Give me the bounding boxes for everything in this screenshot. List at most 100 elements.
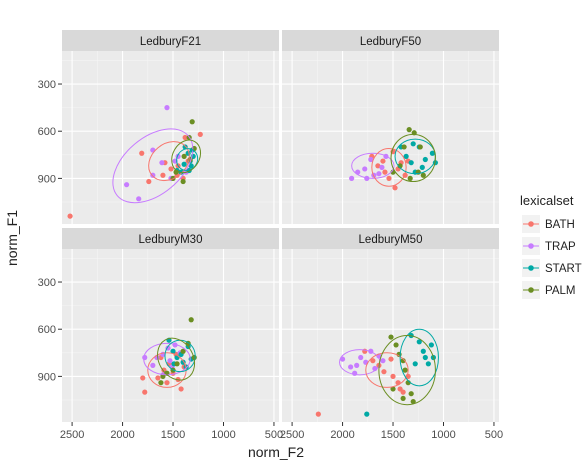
data-point-start [181,161,187,167]
x-tick-label: 2000 [110,429,134,441]
data-point-trap [376,171,382,177]
data-point-trap [379,164,385,170]
data-point-start [422,354,428,361]
y-tick-label: 300 [38,79,56,91]
panel-content [349,127,439,191]
legend-dot-palm [528,287,534,293]
data-point-palm [407,175,413,181]
data-point-start [403,153,409,159]
data-point-start [188,163,194,169]
data-point-trap [136,196,142,202]
data-point-start [419,164,425,170]
data-point-palm [406,127,412,133]
data-point-palm [181,153,187,159]
data-point-bath [164,380,170,386]
ellipse-start [176,148,199,171]
y-tick-label: 600 [38,126,56,138]
legend-dot-trap [528,243,534,249]
data-point-palm [410,398,416,405]
legend-title: lexicalset [520,193,574,208]
ellipse-bath [365,352,409,388]
data-point-palm [393,342,399,348]
data-point-bath [381,369,387,375]
x-tick-label: 500 [265,429,283,441]
panel-ledburyf50: LedburyF50 [282,30,499,224]
legend-label-bath: BATH [545,219,575,231]
data-point-bath [400,389,406,395]
data-point-trap [164,105,170,111]
panel-ledburym30: LedburyM30 [62,228,279,422]
data-point-palm [420,172,426,178]
ellipse-palm [378,335,436,406]
data-point-start [416,339,422,345]
legend-dot-start [528,265,534,271]
x-tick-label: 1000 [211,429,235,441]
data-point-bath [382,169,388,175]
data-point-trap [348,364,354,370]
data-point-trap [150,147,156,153]
data-point-palm [388,334,394,340]
data-point-bath [390,373,396,379]
data-point-start [429,150,435,156]
legend-dot-bath [528,221,534,227]
x-tick-label: 1500 [161,429,185,441]
data-point-bath [315,411,321,417]
data-point-bath [160,172,166,178]
data-point-trap [362,166,368,172]
panel-content [140,317,197,395]
ellipse-palm [157,337,196,381]
x-tick-label: 500 [485,429,503,441]
data-point-start [425,361,431,367]
y-tick-label: 600 [38,324,56,336]
legend: lexicalset BATH TRAP START PALM [520,193,582,299]
data-point-start [410,141,416,147]
data-point-bath [197,131,203,137]
data-point-trap [159,160,165,166]
ellipse-bath [148,141,190,182]
data-point-palm [180,178,186,185]
ellipse-trap [351,152,395,179]
legend-label-trap: TRAP [545,241,576,253]
data-point-bath [380,158,386,164]
data-point-start [408,160,414,166]
facet-strip [62,228,279,249]
plot-background [282,51,499,224]
data-point-trap [358,354,364,361]
data-point-palm [417,144,423,150]
legend-label-palm: PALM [545,285,575,297]
data-point-palm [400,395,406,402]
data-point-palm [158,380,164,386]
panel-ledburyf21: LedburyF21 [62,30,279,224]
data-point-palm [189,119,195,125]
data-point-start [412,361,418,367]
facet-title: LedburyM30 [139,234,203,246]
panel-ledburym50: LedburyM50 [282,228,499,422]
y-tick-label: 900 [38,371,56,383]
data-point-trap [354,362,360,368]
x-tick-label: 1500 [381,429,405,441]
legend-label-start: START [545,263,582,275]
data-point-palm [188,317,194,323]
data-point-trap [150,172,156,178]
data-point-start [170,348,176,354]
data-point-start [428,342,434,348]
data-point-bath [67,213,73,219]
data-point-bath [375,163,381,169]
ellipse-palm [390,133,436,183]
data-point-bath [370,358,376,364]
data-point-bath [182,134,188,141]
data-point-bath [168,166,174,172]
data-point-start [422,156,428,163]
data-point-bath [388,356,394,362]
data-point-bath [178,386,184,392]
panels-layer: LedburyF21 LedburyF50 LedburyM30 LedburyM50 [62,30,499,422]
data-point-start [420,348,426,354]
facet-strip [62,30,279,51]
facet-title: LedburyF50 [360,36,421,48]
data-point-palm [390,386,396,392]
ellipse-trap [112,128,194,204]
facet-strip [282,228,499,249]
